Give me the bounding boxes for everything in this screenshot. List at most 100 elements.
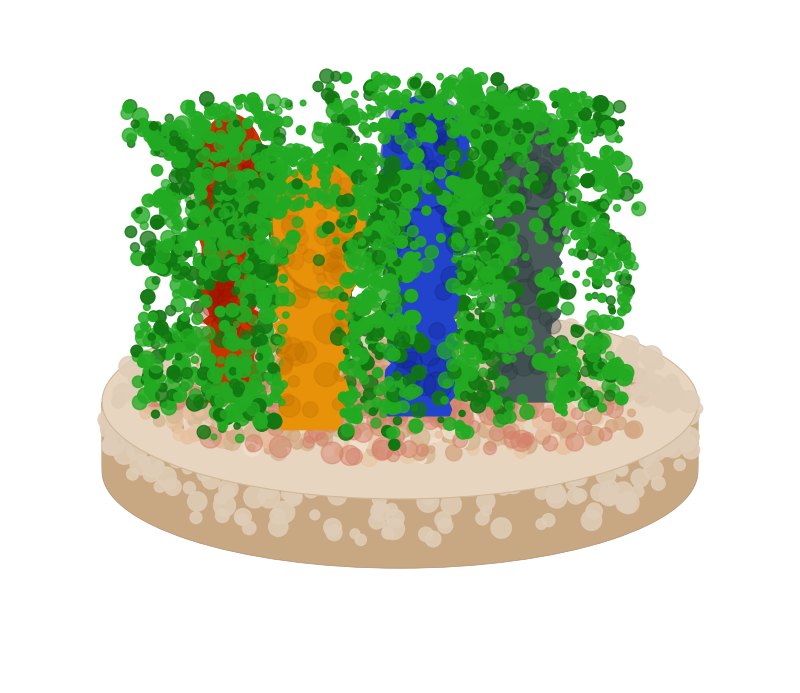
Circle shape xyxy=(347,117,354,123)
Circle shape xyxy=(263,391,279,407)
Circle shape xyxy=(312,315,324,326)
Circle shape xyxy=(393,274,402,283)
Circle shape xyxy=(225,202,231,209)
Circle shape xyxy=(526,351,535,361)
Circle shape xyxy=(426,336,440,350)
Circle shape xyxy=(426,123,436,133)
Circle shape xyxy=(596,199,609,211)
Circle shape xyxy=(353,144,359,150)
Circle shape xyxy=(235,218,250,233)
Circle shape xyxy=(320,362,339,382)
Circle shape xyxy=(449,378,461,390)
Circle shape xyxy=(437,191,451,205)
Circle shape xyxy=(398,368,413,383)
Circle shape xyxy=(471,298,479,306)
Circle shape xyxy=(395,337,412,353)
Circle shape xyxy=(143,465,159,482)
Circle shape xyxy=(509,354,526,371)
Circle shape xyxy=(285,344,307,366)
Circle shape xyxy=(399,396,413,411)
Circle shape xyxy=(372,446,384,459)
Circle shape xyxy=(240,339,256,355)
Circle shape xyxy=(332,401,346,416)
Circle shape xyxy=(376,225,390,238)
Circle shape xyxy=(275,358,292,375)
Circle shape xyxy=(387,318,408,338)
Circle shape xyxy=(176,353,194,370)
Circle shape xyxy=(259,159,270,170)
Circle shape xyxy=(258,118,272,132)
Circle shape xyxy=(622,240,630,249)
Circle shape xyxy=(231,236,241,245)
Circle shape xyxy=(253,414,267,428)
Circle shape xyxy=(476,171,489,184)
Circle shape xyxy=(240,261,253,273)
Circle shape xyxy=(487,382,504,399)
Circle shape xyxy=(267,254,285,272)
Circle shape xyxy=(324,262,346,285)
Circle shape xyxy=(361,155,372,166)
Circle shape xyxy=(320,170,330,181)
Circle shape xyxy=(490,131,501,141)
Circle shape xyxy=(479,146,487,154)
Circle shape xyxy=(554,204,570,220)
Circle shape xyxy=(370,256,386,270)
Circle shape xyxy=(488,175,495,182)
Circle shape xyxy=(236,180,249,193)
Circle shape xyxy=(406,398,422,414)
Circle shape xyxy=(461,430,480,450)
Circle shape xyxy=(464,213,480,229)
Circle shape xyxy=(615,464,628,476)
Circle shape xyxy=(589,124,596,131)
Circle shape xyxy=(460,264,477,280)
Circle shape xyxy=(197,121,208,132)
Circle shape xyxy=(248,182,258,191)
Circle shape xyxy=(226,362,235,372)
Circle shape xyxy=(210,367,220,376)
Circle shape xyxy=(260,146,273,159)
Circle shape xyxy=(337,195,347,207)
Circle shape xyxy=(346,222,352,228)
Circle shape xyxy=(114,393,126,405)
Circle shape xyxy=(404,387,419,403)
Circle shape xyxy=(512,125,518,131)
Circle shape xyxy=(227,426,235,435)
Circle shape xyxy=(205,257,217,269)
Circle shape xyxy=(182,403,198,420)
Circle shape xyxy=(384,234,397,247)
Circle shape xyxy=(340,313,350,324)
Circle shape xyxy=(243,191,258,206)
Circle shape xyxy=(271,116,283,128)
Circle shape xyxy=(342,423,354,437)
Circle shape xyxy=(326,402,334,410)
Circle shape xyxy=(413,365,420,371)
Circle shape xyxy=(194,168,205,178)
Circle shape xyxy=(480,394,491,405)
Circle shape xyxy=(303,286,312,295)
Circle shape xyxy=(370,416,390,436)
Circle shape xyxy=(502,290,515,302)
Circle shape xyxy=(521,183,548,210)
Circle shape xyxy=(230,231,243,244)
Circle shape xyxy=(552,132,562,143)
Circle shape xyxy=(154,481,166,492)
Circle shape xyxy=(386,509,404,527)
Circle shape xyxy=(358,421,377,439)
Circle shape xyxy=(371,502,390,521)
Circle shape xyxy=(313,169,324,180)
Circle shape xyxy=(507,430,521,443)
Circle shape xyxy=(594,362,603,371)
Circle shape xyxy=(188,387,203,402)
Circle shape xyxy=(296,353,310,368)
Circle shape xyxy=(373,383,383,393)
Circle shape xyxy=(592,274,600,281)
Circle shape xyxy=(437,371,451,385)
Circle shape xyxy=(259,186,270,197)
Circle shape xyxy=(377,184,393,200)
Circle shape xyxy=(198,119,211,132)
Circle shape xyxy=(641,346,662,367)
Circle shape xyxy=(305,207,318,219)
Circle shape xyxy=(520,444,527,450)
Circle shape xyxy=(552,382,569,398)
Circle shape xyxy=(157,368,163,374)
